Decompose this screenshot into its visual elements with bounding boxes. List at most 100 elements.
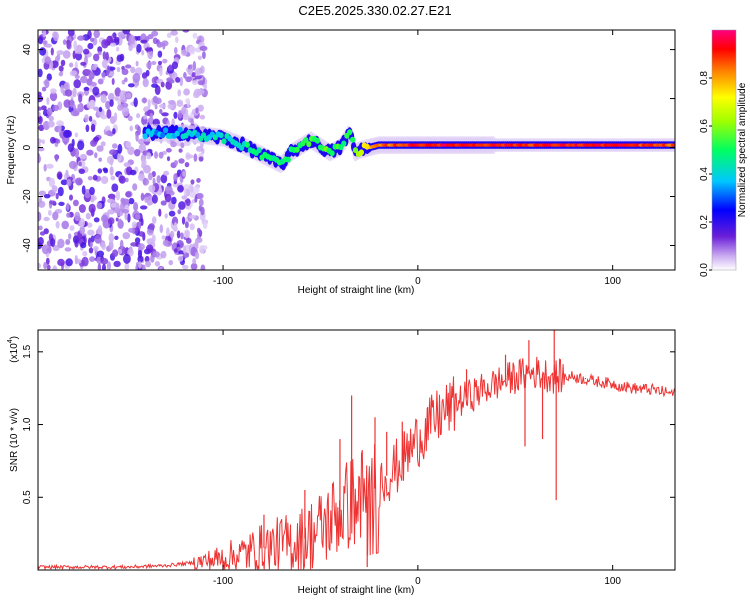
spectrogram-noise-cell [158, 151, 164, 159]
spectrogram-noise-cell [193, 153, 198, 162]
spectrogram-noise-cell [132, 72, 141, 83]
spectrogram-noise-cell [94, 152, 98, 159]
spectrogram-noise-cell [97, 263, 102, 270]
spectrogram-noise-cell [42, 30, 47, 38]
spectrogram-noise-cell [48, 177, 56, 188]
spectrogram-noise-cell [41, 105, 47, 111]
spectrogram-noise-cell [166, 227, 170, 237]
spectrogram-noise-cell [63, 129, 71, 138]
spectrogram-noise-cell [114, 36, 120, 43]
spectrogram-noise-cell [148, 184, 156, 193]
spectrogram-noise-cell [143, 115, 148, 120]
spectrogram-noise-cell [69, 225, 75, 232]
spectrogram-noise-cell [170, 30, 179, 36]
spectrogram-noise-cell [107, 209, 113, 215]
spectrogram-noise-cell [197, 227, 201, 234]
spectrogram-noise-cell [197, 55, 202, 61]
spectrogram-noise-cell [188, 45, 196, 55]
spectrogram-noise-cell [190, 179, 195, 185]
spectrogram-noise-cell [67, 30, 75, 37]
spectrogram-noise-cell [124, 77, 128, 82]
spectrogram-noise-cell [138, 261, 142, 269]
spectrogram-noise-cell [200, 264, 206, 270]
spectrogram-noise-cell [140, 205, 148, 210]
spectrogram-ridge-cell [306, 141, 312, 148]
spectrogram-noise-cell [81, 185, 86, 195]
spectrogram-noise-cell [156, 41, 163, 48]
spectrogram-noise-cell [149, 113, 154, 119]
spectrogram-noise-cell [145, 260, 151, 268]
spectrogram-noise-cell [173, 173, 178, 182]
spectrogram-noise-cell [185, 154, 194, 159]
spectrogram-noise-cell [92, 86, 100, 96]
spectrogram-noise-cell [120, 197, 126, 204]
spectrogram-noise-cell [185, 98, 190, 104]
spectrogram-noise-cell [195, 146, 204, 152]
spectrogram-y-label: Frequency (Hz) [6, 116, 17, 185]
spectrogram-noise-cell [158, 60, 162, 66]
spectrogram-noise-cell [46, 73, 52, 81]
spectrogram-noise-cell [69, 98, 74, 108]
spectrogram-noise-cell [38, 142, 41, 148]
spectrogram-noise-cell [197, 104, 204, 112]
spectrogram-noise-cell [38, 190, 47, 196]
spectrogram-noise-cell [77, 35, 85, 41]
spectrogram-noise-cell [78, 161, 82, 167]
spectrogram-noise-cell [93, 30, 100, 39]
spectrogram-noise-cell [134, 149, 141, 157]
spectrogram-noise-cell [89, 37, 95, 42]
spectrogram-noise-cell [185, 76, 192, 83]
snr-scale-close: ) [9, 336, 20, 339]
spectrogram-noise-cell [68, 62, 74, 68]
spectrogram-noise-cell [191, 199, 196, 204]
spectrogram-noise-cell [107, 198, 115, 204]
spectrogram-noise-cell [39, 47, 47, 56]
spectrogram-noise-cell [84, 114, 89, 123]
spectrogram-noise-cell [176, 230, 181, 239]
spectrogram-noise-cell [80, 61, 87, 66]
spectrogram-noise-cell [74, 132, 79, 138]
spectrogram-noise-cell [121, 106, 130, 117]
spectrogram-noise-cell [48, 115, 55, 122]
snr-scale-exponent: 4 [7, 339, 14, 343]
spectrogram-ridge-cell [177, 126, 183, 133]
spectrogram-noise-cell [127, 248, 134, 257]
spectrogram-noise-cell [107, 217, 115, 225]
spectrogram-noise-cell [178, 158, 185, 164]
spectrogram-noise-cell [164, 185, 173, 195]
spectrogram-noise-cell [137, 255, 144, 263]
spectrogram-noise-cell [90, 235, 95, 243]
spectrogram-noise-cell [105, 51, 109, 61]
spectrogram-noise-cell [181, 195, 188, 200]
spectrogram-x-tick-label: 100 [604, 276, 621, 287]
spectrogram-noise-cell [196, 88, 205, 95]
spectrogram-ridge-cell [329, 150, 335, 157]
spectrogram-noise-cell [194, 75, 202, 80]
spectrogram-noise-cell [68, 160, 77, 170]
colorbar-tick-label: 0.4 [699, 167, 710, 181]
spectrogram-noise-cell [113, 112, 118, 122]
spectrogram-noise-cell [173, 222, 178, 231]
spectrogram-noise-cell [62, 39, 67, 45]
spectrogram-noise-cell [174, 248, 178, 253]
spectrogram-ridge-cell [221, 138, 227, 145]
spectrogram-noise-cell [135, 213, 141, 221]
spectrogram-noise-cell [45, 257, 50, 265]
spectrogram-noise-cell [135, 60, 139, 67]
spectrogram-noise-cell [178, 148, 183, 153]
spectrogram-noise-cell [159, 67, 163, 77]
spectrogram-noise-cell [89, 85, 93, 92]
spectrogram-noise-cell [88, 247, 94, 254]
spectrogram-noise-cell [167, 103, 173, 110]
spectrogram-noise-cell [147, 49, 154, 60]
spectrogram-noise-cell [168, 79, 175, 84]
spectrogram-noise-cell [87, 42, 94, 50]
spectrogram-ridge-cell [160, 132, 166, 139]
spectrogram-noise-cell [58, 124, 62, 133]
spectrogram-noise-cell [130, 66, 136, 74]
spectrogram-noise-cell [97, 46, 103, 53]
spectrogram-noise-cell [79, 226, 85, 235]
spectrogram-noise-cell [56, 50, 65, 56]
spectrogram-noise-cell [128, 227, 136, 233]
spectrogram-noise-cell [43, 216, 50, 222]
